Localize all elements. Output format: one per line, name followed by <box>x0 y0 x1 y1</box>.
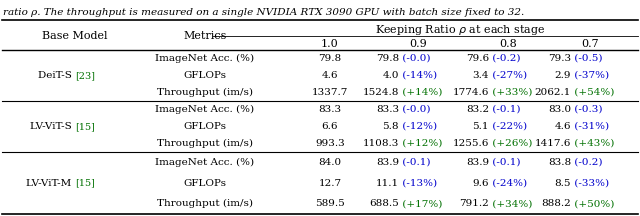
Text: [23]: [23] <box>75 71 95 80</box>
Text: (-14%): (-14%) <box>399 71 437 80</box>
Text: (-0.1): (-0.1) <box>489 158 520 167</box>
Text: ImageNet Acc. (%): ImageNet Acc. (%) <box>156 105 255 114</box>
Text: 1774.6: 1774.6 <box>452 88 489 97</box>
Text: (-31%): (-31%) <box>571 122 609 131</box>
Text: 4.6: 4.6 <box>322 71 339 80</box>
Text: 1524.8: 1524.8 <box>363 88 399 97</box>
Text: (-0.2): (-0.2) <box>489 54 520 63</box>
Text: (-27%): (-27%) <box>489 71 527 80</box>
Text: 9.6: 9.6 <box>472 178 489 187</box>
Text: (-0.1): (-0.1) <box>399 158 431 167</box>
Text: (-0.3): (-0.3) <box>571 105 602 114</box>
Text: 79.8: 79.8 <box>376 54 399 63</box>
Text: 1337.7: 1337.7 <box>312 88 348 97</box>
Text: 4.0: 4.0 <box>383 71 399 80</box>
Text: 1.0: 1.0 <box>321 39 339 49</box>
Text: 83.3: 83.3 <box>319 105 342 114</box>
Text: 888.2: 888.2 <box>541 199 571 208</box>
Text: (-24%): (-24%) <box>489 178 527 187</box>
Text: (+33%): (+33%) <box>489 88 532 97</box>
Text: (-13%): (-13%) <box>399 178 437 187</box>
Text: 83.2: 83.2 <box>466 105 489 114</box>
Text: (+50%): (+50%) <box>571 199 614 208</box>
Text: 0.8: 0.8 <box>499 39 517 49</box>
Text: (-37%): (-37%) <box>571 71 609 80</box>
Text: 83.9: 83.9 <box>376 158 399 167</box>
Text: (+17%): (+17%) <box>399 199 442 208</box>
Text: 6.6: 6.6 <box>322 122 339 131</box>
Text: 12.7: 12.7 <box>319 178 342 187</box>
Text: 1108.3: 1108.3 <box>363 139 399 148</box>
Text: LV-ViT-S: LV-ViT-S <box>30 122 75 131</box>
Text: 3.4: 3.4 <box>472 71 489 80</box>
Text: Throughput (im/s): Throughput (im/s) <box>157 199 253 208</box>
Text: 1417.6: 1417.6 <box>534 139 571 148</box>
Text: Metrics: Metrics <box>183 31 227 41</box>
Text: (-0.0): (-0.0) <box>399 54 431 63</box>
Text: 79.6: 79.6 <box>466 54 489 63</box>
Text: Throughput (im/s): Throughput (im/s) <box>157 88 253 97</box>
Text: Base Model: Base Model <box>42 31 108 41</box>
Text: 993.3: 993.3 <box>315 139 345 148</box>
Text: 5.8: 5.8 <box>383 122 399 131</box>
Text: 8.5: 8.5 <box>554 178 571 187</box>
Text: GFLOPs: GFLOPs <box>184 122 227 131</box>
Text: 0.7: 0.7 <box>581 39 599 49</box>
Text: 791.2: 791.2 <box>460 199 489 208</box>
Text: (+43%): (+43%) <box>571 139 614 148</box>
Text: GFLOPs: GFLOPs <box>184 71 227 80</box>
Text: 4.6: 4.6 <box>554 122 571 131</box>
Text: (-0.1): (-0.1) <box>489 105 520 114</box>
Text: 83.8: 83.8 <box>548 158 571 167</box>
Text: ratio ρ. The throughput is measured on a single NVIDIA RTX 3090 GPU with batch s: ratio ρ. The throughput is measured on a… <box>3 8 524 17</box>
Text: (-0.5): (-0.5) <box>571 54 602 63</box>
Text: 11.1: 11.1 <box>376 178 399 187</box>
Text: 5.1: 5.1 <box>472 122 489 131</box>
Text: 688.5: 688.5 <box>369 199 399 208</box>
Text: (-22%): (-22%) <box>489 122 527 131</box>
Text: LV-ViT-M: LV-ViT-M <box>26 178 75 187</box>
Text: 79.8: 79.8 <box>319 54 342 63</box>
Text: 1255.6: 1255.6 <box>452 139 489 148</box>
Text: (+34%): (+34%) <box>489 199 532 208</box>
Text: (+14%): (+14%) <box>399 88 442 97</box>
Text: ImageNet Acc. (%): ImageNet Acc. (%) <box>156 54 255 63</box>
Text: 83.3: 83.3 <box>376 105 399 114</box>
Text: DeiT-S: DeiT-S <box>38 71 75 80</box>
Text: [15]: [15] <box>75 122 95 131</box>
Text: 83.0: 83.0 <box>548 105 571 114</box>
Text: 589.5: 589.5 <box>315 199 345 208</box>
Text: 2.9: 2.9 <box>554 71 571 80</box>
Text: (+26%): (+26%) <box>489 139 532 148</box>
Text: Throughput (im/s): Throughput (im/s) <box>157 139 253 148</box>
Text: [15]: [15] <box>75 178 95 187</box>
Text: Keeping Ratio $\rho$ at each stage: Keeping Ratio $\rho$ at each stage <box>375 23 545 37</box>
Text: 79.3: 79.3 <box>548 54 571 63</box>
Text: (-0.2): (-0.2) <box>571 158 602 167</box>
Text: 84.0: 84.0 <box>319 158 342 167</box>
Text: (-0.0): (-0.0) <box>399 105 431 114</box>
Text: (+54%): (+54%) <box>571 88 614 97</box>
Text: (+12%): (+12%) <box>399 139 442 148</box>
Text: 2062.1: 2062.1 <box>534 88 571 97</box>
Text: GFLOPs: GFLOPs <box>184 178 227 187</box>
Text: (-33%): (-33%) <box>571 178 609 187</box>
Text: 83.9: 83.9 <box>466 158 489 167</box>
Text: (-12%): (-12%) <box>399 122 437 131</box>
Text: ImageNet Acc. (%): ImageNet Acc. (%) <box>156 158 255 167</box>
Text: 0.9: 0.9 <box>409 39 427 49</box>
